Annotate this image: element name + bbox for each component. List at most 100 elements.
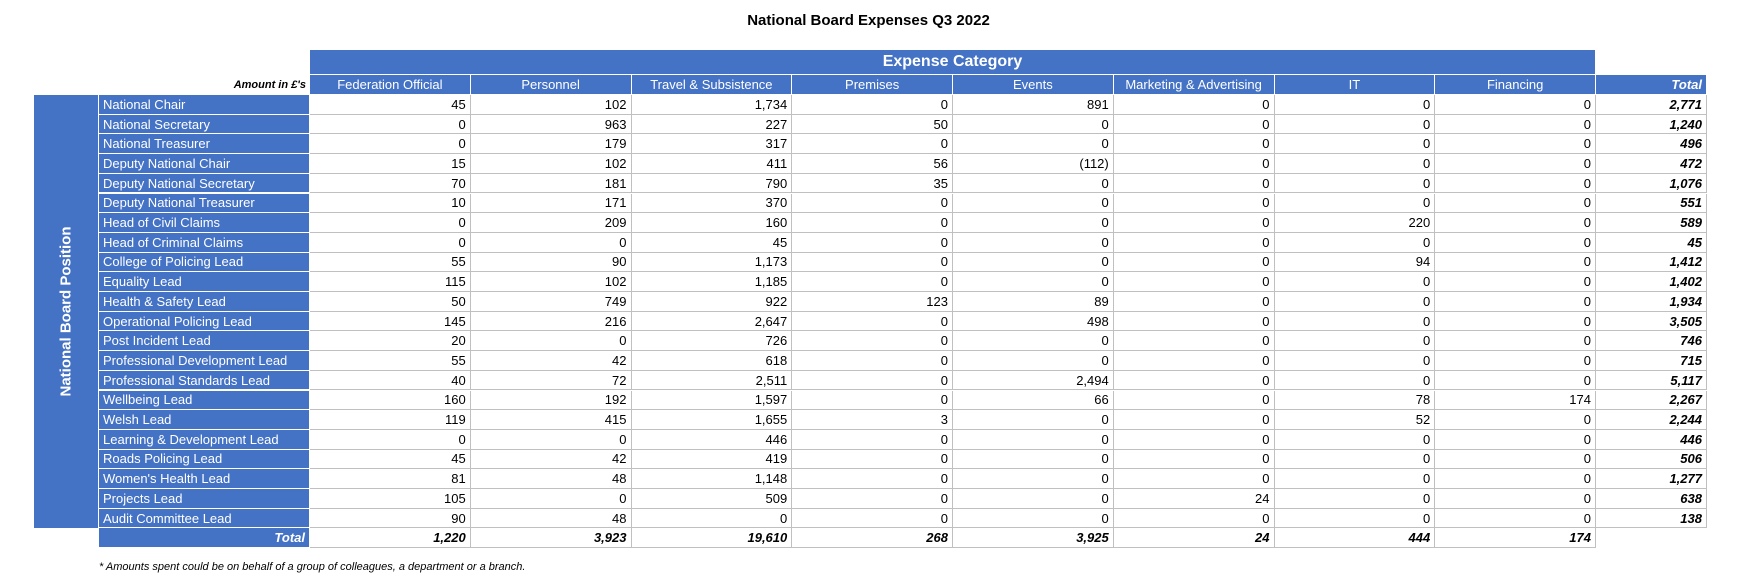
row-total: 506: [1596, 449, 1707, 470]
position-label: Health & Safety Lead: [99, 292, 310, 312]
amount-cell: 2,511: [631, 370, 793, 391]
amount-cell: 0: [1274, 311, 1436, 332]
amount-cell: 0: [1274, 95, 1436, 115]
amount-cell: 0: [1435, 95, 1596, 115]
amount-cell: 0: [1113, 311, 1275, 332]
column-total: 19,610: [631, 528, 793, 549]
row-total: 1,412: [1596, 252, 1707, 273]
amount-cell: 72: [470, 370, 632, 391]
row-total: 1,240: [1596, 114, 1707, 135]
amount-cell: 42: [470, 351, 632, 371]
amount-cell: 0: [1274, 489, 1436, 509]
amount-cell: 0: [1274, 134, 1436, 155]
amount-cell: 0: [1435, 410, 1596, 430]
amount-cell: 102: [470, 95, 632, 115]
amount-cell: 0: [1113, 134, 1275, 155]
amount-cell: 509: [631, 489, 793, 509]
amount-cell: 192: [470, 390, 632, 411]
row-total: 45: [1596, 232, 1707, 253]
amount-cell: 0: [1113, 114, 1275, 135]
row-total: 1,402: [1596, 272, 1707, 292]
amount-cell: 0: [1113, 213, 1275, 233]
column-header: Federation Official: [310, 75, 471, 95]
amount-cell: 0: [953, 429, 1114, 450]
amount-cell: 70: [310, 173, 471, 194]
amount-cell: 891: [953, 95, 1114, 115]
amount-cell: 1,734: [631, 95, 793, 115]
position-label: Wellbeing Lead: [99, 390, 310, 411]
totals-label: Total: [99, 528, 310, 549]
amount-cell: 171: [470, 193, 632, 214]
row-total: 715: [1596, 351, 1707, 371]
amount-cell: 0: [953, 252, 1114, 273]
amount-cell: 15: [310, 154, 471, 174]
row-total: 2,244: [1596, 410, 1707, 430]
position-label: Professional Development Lead: [99, 351, 310, 371]
amount-cell: 0: [1113, 272, 1275, 292]
amount-cell: 0: [1113, 252, 1275, 273]
amount-cell: 0: [953, 213, 1114, 233]
amount-cell: 78: [1274, 390, 1436, 411]
amount-cell: 179: [470, 134, 632, 155]
position-label: Audit Committee Lead: [99, 508, 310, 529]
amount-cell: 174: [1435, 390, 1596, 411]
column-total: 3,925: [953, 528, 1114, 549]
amount-cell: 0: [310, 114, 471, 135]
amount-cell: 0: [1435, 508, 1596, 529]
row-total: 638: [1596, 489, 1707, 509]
amount-cell: 0: [470, 489, 632, 509]
amount-cell: 0: [1274, 508, 1436, 529]
amount-cell: 40: [310, 370, 471, 391]
column-header: Events: [953, 75, 1114, 95]
amount-cell: 0: [1113, 154, 1275, 174]
amount-cell: 0: [1435, 154, 1596, 174]
amount-cell: 0: [792, 489, 953, 509]
amount-cell: 0: [792, 134, 953, 155]
amount-cell: 89: [953, 292, 1114, 312]
amount-cell: 0: [953, 351, 1114, 371]
amount-cell: 0: [1113, 390, 1275, 411]
position-label: Deputy National Treasurer: [99, 193, 310, 214]
position-label: Roads Policing Lead: [99, 449, 310, 470]
amount-cell: 0: [1274, 351, 1436, 371]
position-label: Deputy National Secretary: [99, 173, 310, 194]
position-label: Women's Health Lead: [99, 469, 310, 489]
amount-cell: 0: [1113, 351, 1275, 371]
amount-cell: 1,655: [631, 410, 793, 430]
amount-cell: 0: [1274, 429, 1436, 450]
amount-cell: 0: [1274, 154, 1436, 174]
amount-cell: 1,148: [631, 469, 793, 489]
row-total: 2,267: [1596, 390, 1707, 411]
amount-cell: 0: [953, 173, 1114, 194]
amount-cell: 618: [631, 351, 793, 371]
amount-cell: 145: [310, 311, 471, 332]
position-label: National Secretary: [99, 114, 310, 135]
column-header: Financing: [1435, 75, 1596, 95]
amount-cell: 0: [792, 193, 953, 214]
amount-cell: 119: [310, 410, 471, 430]
row-total: 551: [1596, 193, 1707, 214]
amount-cell: 220: [1274, 213, 1436, 233]
amount-cell: 0: [1435, 173, 1596, 194]
amount-cell: 160: [631, 213, 793, 233]
amount-cell: 160: [310, 390, 471, 411]
amount-cell: 0: [953, 489, 1114, 509]
amount-cell: 0: [1113, 193, 1275, 214]
amount-cell: 0: [1274, 449, 1436, 470]
amount-cell: 0: [1274, 272, 1436, 292]
amount-cell: 0: [792, 508, 953, 529]
row-total: 3,505: [1596, 311, 1707, 332]
amount-cell: 0: [310, 134, 471, 155]
amount-cell: 0: [792, 213, 953, 233]
amount-cell: 90: [470, 252, 632, 273]
position-label: National Chair: [99, 95, 310, 115]
amount-cell: 45: [310, 449, 471, 470]
amount-cell: 0: [1113, 410, 1275, 430]
amount-cell: 0: [631, 508, 793, 529]
column-header: Marketing & Advertising: [1113, 75, 1275, 95]
amount-cell: (112): [953, 154, 1114, 174]
amount-cell: 0: [1113, 508, 1275, 529]
amount-cell: 317: [631, 134, 793, 155]
amount-cell: 0: [470, 232, 632, 253]
